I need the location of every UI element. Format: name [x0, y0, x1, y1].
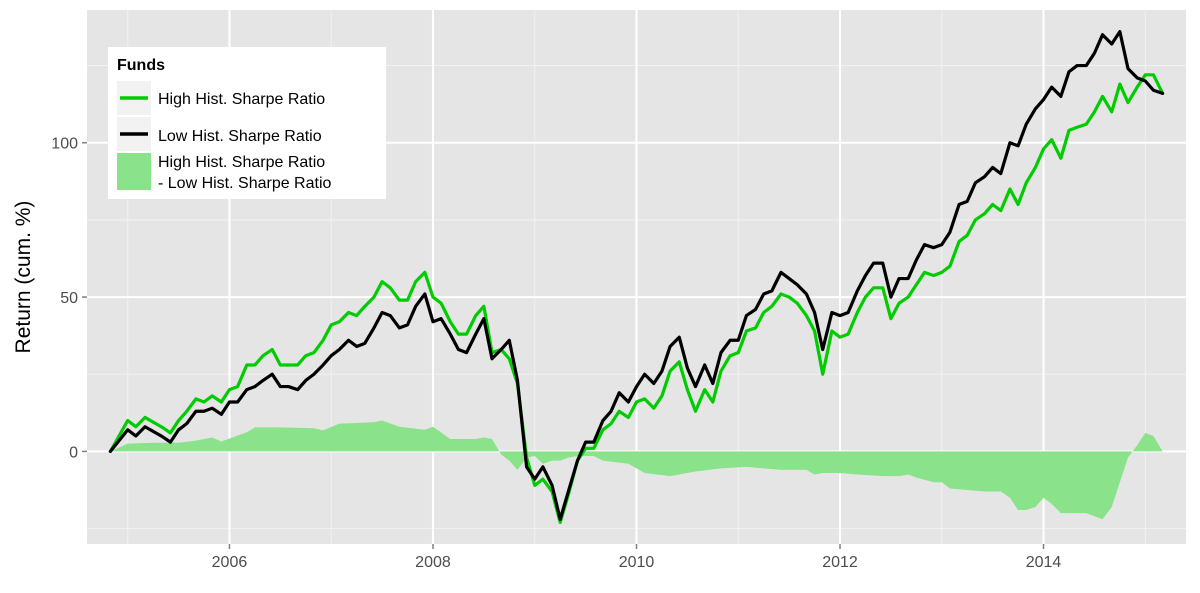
legend-label-difference-line2: - Low Hist. Sharpe Ratio [158, 175, 332, 192]
difference-area [110, 420, 1163, 520]
legend-label-difference-line1: High Hist. Sharpe Ratio [158, 154, 325, 171]
x-tick-label: 2014 [1026, 554, 1062, 571]
y-tick-label: 100 [51, 136, 78, 153]
legend-swatch-difference [117, 153, 151, 190]
series-line-high-sharpe [108, 73, 1165, 524]
x-tick-label: 2006 [212, 554, 248, 571]
legend: Funds High Hist. Sharpe Ratio Low Hist. … [108, 47, 386, 199]
y-axis: 0 50 100 [51, 136, 87, 461]
legend-title: Funds [117, 57, 165, 74]
y-tick-label: 50 [60, 290, 78, 307]
y-tick-label: 0 [69, 444, 78, 461]
y-axis-title: Return (cum. %) [12, 201, 35, 354]
series-line-low-sharpe [108, 30, 1165, 521]
x-tick-label: 2012 [822, 554, 858, 571]
x-axis: 2006 2008 2010 2012 2014 [212, 544, 1062, 571]
difference-area-layer [110, 420, 1163, 520]
legend-label-low: Low Hist. Sharpe Ratio [158, 128, 322, 145]
x-tick-label: 2010 [619, 554, 655, 571]
legend-label-high: High Hist. Sharpe Ratio [158, 91, 325, 108]
legend-background [108, 47, 386, 199]
x-tick-label: 2008 [415, 554, 451, 571]
series-lines [108, 30, 1165, 524]
